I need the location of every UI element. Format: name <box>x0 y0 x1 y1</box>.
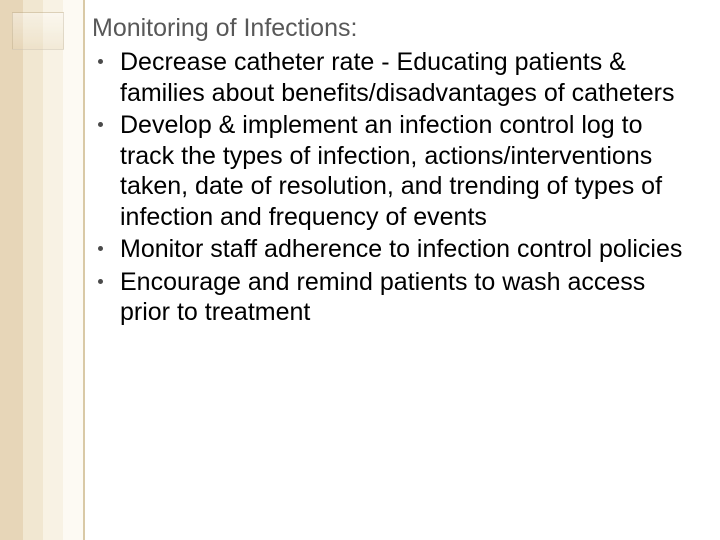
bullet-text: Decrease catheter rate - Educating patie… <box>120 48 675 107</box>
slide: Monitoring of Infections: Decrease cathe… <box>0 0 720 540</box>
bullet-dot-icon <box>98 59 103 64</box>
bullet-text: Encourage and remind patients to wash ac… <box>120 268 645 327</box>
list-item: Develop & implement an infection control… <box>92 110 702 232</box>
bullet-text: Monitor staff adherence to infection con… <box>120 235 682 263</box>
slide-title: Monitoring of Infections: <box>92 14 702 43</box>
bullet-dot-icon <box>98 122 103 127</box>
bullet-dot-icon <box>98 246 103 251</box>
list-item: Encourage and remind patients to wash ac… <box>92 267 702 328</box>
left-decorative-band <box>0 0 85 540</box>
bullet-dot-icon <box>98 279 103 284</box>
list-item: Decrease catheter rate - Educating patie… <box>92 47 702 108</box>
bullet-list: Decrease catheter rate - Educating patie… <box>92 47 702 328</box>
slide-content: Monitoring of Infections: Decrease cathe… <box>92 14 702 330</box>
bullet-text: Develop & implement an infection control… <box>120 111 662 231</box>
list-item: Monitor staff adherence to infection con… <box>92 234 702 265</box>
